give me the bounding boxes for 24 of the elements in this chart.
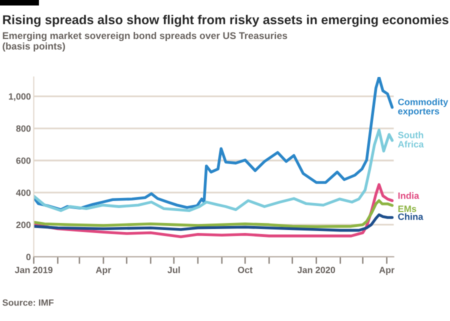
- series-label: EMs: [398, 206, 416, 212]
- series-label: Commodity exporters: [398, 98, 448, 116]
- chart-subtitle: Emerging market sovereign bond spreads over US Treasuries (basis points): [2, 32, 288, 52]
- x-tick-label: Apr: [379, 266, 394, 275]
- line-series: [34, 199, 394, 228]
- line-series: [34, 213, 394, 232]
- line-series: [34, 77, 394, 212]
- x-tick-label: Jan 2020: [297, 266, 336, 274]
- x-tick-label: Jul: [167, 266, 180, 274]
- series-label: South Africa: [398, 132, 424, 148]
- x-tick-label: Jan 2019: [14, 266, 52, 274]
- line-series: [34, 128, 394, 212]
- y-tick-label: 200: [16, 222, 31, 228]
- y-tick-label: 600: [16, 157, 31, 164]
- y-tick-label: 800: [16, 125, 31, 132]
- x-tick-label: Oct: [238, 266, 253, 274]
- chart-title: Rising spreads also show flight from risky assets in emerging economies: [3, 14, 448, 27]
- y-tick-label: 0: [26, 254, 31, 260]
- series-label: India: [398, 192, 420, 199]
- y-tick-label: 400: [16, 190, 31, 196]
- x-tick-label: Apr: [96, 266, 112, 275]
- y-tick-label: 1,000: [8, 93, 31, 101]
- series-label: China: [398, 213, 424, 220]
- source-note: Source: IMF: [2, 299, 54, 306]
